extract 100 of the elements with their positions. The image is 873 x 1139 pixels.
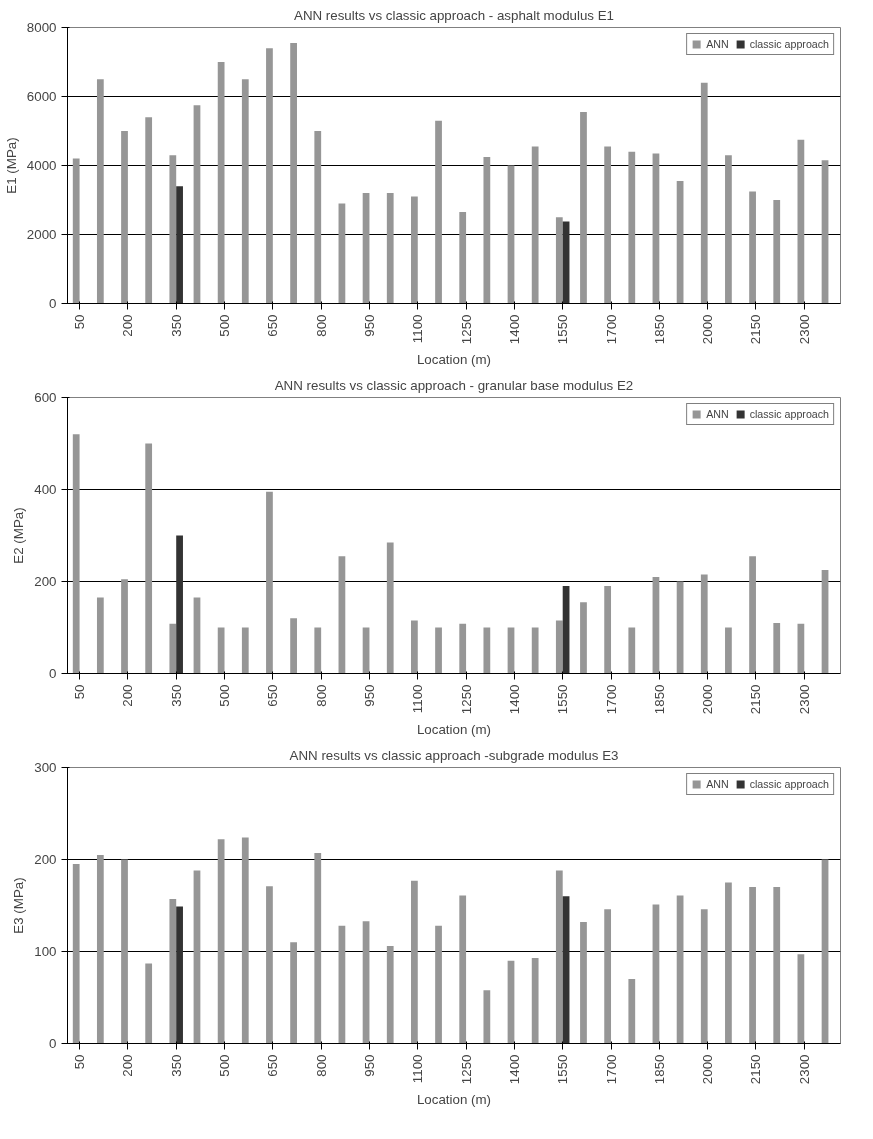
x-tick-label: 1850 [651, 314, 667, 345]
x-tick-label: 2000 [700, 684, 716, 715]
x-tick-label: 1700 [603, 314, 619, 345]
bar [290, 618, 297, 674]
y-tick-label: 600 [34, 390, 57, 405]
bar [96, 79, 104, 304]
bar [725, 882, 732, 1044]
y-tick-label: 0 [49, 296, 57, 311]
bar [483, 156, 491, 304]
x-tick-label: 1850 [651, 684, 667, 715]
x-tick-label: 1400 [506, 314, 522, 345]
bar [290, 43, 297, 304]
bar [555, 620, 563, 674]
y-axis-title: E1 (MPa) [3, 137, 19, 194]
x-tick-label: 950 [361, 684, 377, 707]
x-tick-label: 200 [120, 684, 136, 707]
bar [121, 131, 128, 304]
bar [628, 151, 636, 304]
x-tick-label: 1250 [458, 314, 474, 345]
bar [176, 906, 183, 1044]
bar [749, 191, 756, 304]
legend-label: ANN [706, 778, 729, 790]
y-tick-label: 0 [49, 666, 57, 681]
bar [241, 79, 249, 304]
x-tick-label: 800 [313, 1054, 329, 1077]
x-tick-label: 500 [217, 1054, 233, 1077]
y-tick-label: 300 [34, 760, 57, 775]
x-tick-label: 650 [265, 314, 281, 337]
legend-label: classic approach [749, 38, 829, 50]
x-tick-label: 50 [72, 314, 88, 330]
bar [555, 217, 563, 304]
y-tick-label: 200 [34, 574, 57, 589]
chart-title: ANN results vs classic approach - asphalt modulus E1 [293, 7, 615, 23]
bar [459, 623, 467, 674]
bar [725, 627, 732, 674]
bar [96, 597, 104, 674]
bar [266, 886, 273, 1044]
bar [386, 542, 394, 674]
x-tick-label: 1250 [458, 684, 474, 715]
bar [217, 839, 225, 1044]
bar [217, 62, 225, 304]
x-tick-label: 2150 [748, 314, 764, 345]
x-tick-label: 1850 [651, 1054, 667, 1085]
y-tick-label: 400 [34, 482, 57, 497]
x-axis-title: Location (m) [416, 722, 492, 738]
x-tick-label: 1550 [555, 684, 571, 715]
bar [72, 864, 80, 1044]
bar [531, 957, 539, 1044]
legend-label: ANN [706, 408, 729, 420]
x-tick-label: 2150 [748, 1054, 764, 1085]
bar [725, 155, 732, 304]
x-tick-label: 2000 [700, 314, 716, 345]
bar [386, 193, 394, 304]
x-tick-label: 1400 [506, 684, 522, 715]
x-tick-label: 1100 [410, 684, 426, 714]
x-tick-label: 2300 [796, 1054, 812, 1085]
bar [773, 200, 781, 304]
bar [773, 887, 781, 1044]
x-tick-label: 650 [265, 684, 281, 707]
bar [411, 620, 418, 674]
bar [169, 899, 177, 1044]
bar [604, 586, 612, 674]
x-axis-title: Location (m) [416, 352, 492, 368]
x-tick-label: 1700 [603, 1054, 619, 1085]
bar [435, 627, 442, 674]
bar [72, 158, 80, 304]
bar [217, 627, 225, 674]
bar [145, 443, 153, 674]
bar [604, 146, 612, 304]
bar [96, 854, 104, 1044]
bar [72, 434, 80, 674]
bar [411, 880, 418, 1044]
x-tick-label: 50 [72, 684, 88, 700]
x-tick-label: 2000 [700, 1054, 716, 1085]
bar [700, 574, 708, 674]
bar [290, 942, 297, 1044]
x-tick-label: 350 [168, 684, 184, 707]
bar [411, 196, 418, 304]
bar [555, 870, 563, 1044]
bar [483, 990, 491, 1044]
y-tick-label: 200 [34, 852, 57, 867]
x-tick-label: 1100 [410, 314, 426, 344]
x-tick-label: 1250 [458, 1054, 474, 1085]
x-tick-label: 1550 [555, 314, 571, 345]
bar [700, 82, 708, 304]
bar [176, 186, 183, 304]
bar [241, 837, 249, 1044]
x-tick-label: 1100 [410, 1054, 426, 1084]
bar [241, 627, 249, 674]
x-tick-label: 1550 [555, 1054, 571, 1085]
bar [435, 925, 442, 1044]
bar [435, 120, 442, 304]
bar [700, 909, 708, 1044]
chart-title: ANN results vs classic approach -subgrade modulus E3 [289, 747, 619, 763]
bar [580, 922, 587, 1044]
bar [169, 155, 177, 304]
y-tick-label: 4000 [26, 158, 57, 173]
x-tick-label: 950 [361, 1054, 377, 1077]
bar [145, 117, 153, 304]
bar [121, 859, 128, 1044]
